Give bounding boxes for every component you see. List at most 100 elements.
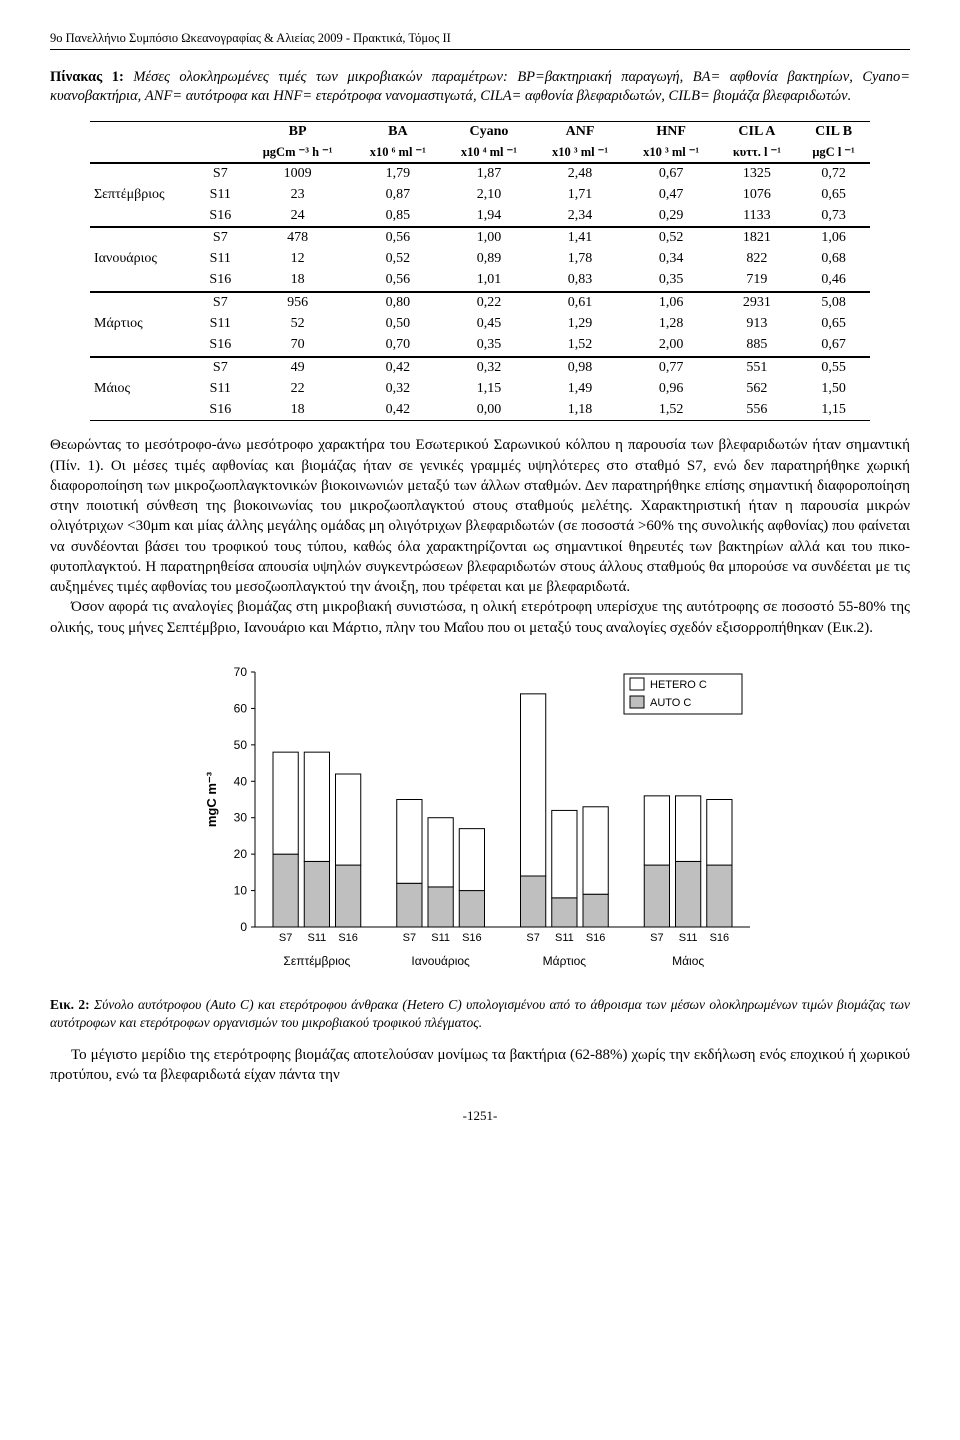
table-cell: 562 [717,379,797,400]
table-cell: 0,56 [352,227,443,249]
table-cell: 0,65 [797,314,870,335]
paragraph-2: Όσον αφορά τις αναλογίες βιομάζας στη μι… [50,597,910,638]
table-cell: S11 [198,314,243,335]
figure-2-chart: 010203040506070mgC m⁻³S7S11S16Σεπτέμβριο… [200,662,760,988]
table-cell: S16 [198,270,243,292]
svg-text:0: 0 [240,920,247,934]
svg-text:S7: S7 [526,932,539,944]
table-cell: 18 [243,400,352,421]
table-cell: 1,52 [535,335,626,357]
table-header: BA [352,122,443,143]
table-cell: 551 [717,357,797,379]
table-header: CIL B [797,122,870,143]
table-cell: 0,89 [443,249,534,270]
table-month-cell [90,357,198,379]
table-cell: S11 [198,379,243,400]
figure-caption-text: Σύνολο αυτότροφου (Auto C) και ετερότροφ… [50,997,910,1030]
table-cell: 1,29 [535,314,626,335]
table-row: ΜάιοςS11220,321,151,490,965621,50 [90,379,870,400]
table-cell: 0,96 [626,379,717,400]
table-cell: 1009 [243,163,352,185]
table-cell: 2,10 [443,185,534,206]
table-subheader: x10 ³ ml ⁻¹ [626,143,717,163]
table-row: ΜάρτιοςS11520,500,451,291,289130,65 [90,314,870,335]
table-cell: S7 [198,357,243,379]
running-header: 9ο Πανελλήνιο Συμπόσιο Ωκεανογραφίας & Α… [50,30,910,50]
table-cell: 1,49 [535,379,626,400]
table-cell: 0,72 [797,163,870,185]
svg-text:40: 40 [234,774,248,788]
figure-caption: Εικ. 2: Σύνολο αυτότροφου (Auto C) και ε… [50,996,910,1032]
table-header: BP [243,122,352,143]
table-subheader: x10 ⁴ ml ⁻¹ [443,143,534,163]
table-caption-label: Πίνακας 1: [50,69,124,85]
table-cell: 0,61 [535,292,626,314]
table-cell: 2,34 [535,206,626,228]
data-table: BPBACyanoANFHNFCIL ACIL B μgCm ⁻³ h ⁻¹x1… [90,121,870,421]
table-cell: 0,52 [352,249,443,270]
table-cell: 1,50 [797,379,870,400]
table-header [198,122,243,143]
table-header: ANF [535,122,626,143]
table-cell: 0,70 [352,335,443,357]
table-row: ΙανουάριοςS11120,520,891,780,348220,68 [90,249,870,270]
table-month-cell [90,400,198,421]
table-cell: 2,00 [626,335,717,357]
table-cell: S7 [198,292,243,314]
table-cell: 0,67 [797,335,870,357]
svg-text:Μάιος: Μάιος [672,954,704,968]
svg-text:Ιανουάριος: Ιανουάριος [411,954,470,968]
table-cell: S7 [198,163,243,185]
table-row: S16240,851,942,340,2911330,73 [90,206,870,228]
table-cell: S16 [198,335,243,357]
table-cell: 0,29 [626,206,717,228]
svg-text:S16: S16 [462,932,482,944]
svg-text:50: 50 [234,738,248,752]
table-cell: 0,42 [352,400,443,421]
table-subheader: κυττ. l ⁻¹ [717,143,797,163]
table-cell: 478 [243,227,352,249]
table-cell: 5,08 [797,292,870,314]
figure-caption-label: Εικ. 2: [50,997,90,1012]
svg-text:S16: S16 [338,932,358,944]
table-cell: 1,28 [626,314,717,335]
table-cell: S11 [198,185,243,206]
table-month-cell [90,292,198,314]
table-row: S79560,800,220,611,0629315,08 [90,292,870,314]
svg-text:S11: S11 [307,932,326,944]
table-subheader: μgC l ⁻¹ [797,143,870,163]
table-cell: 0,32 [352,379,443,400]
svg-text:10: 10 [234,884,248,898]
svg-text:60: 60 [234,701,248,715]
table-month-cell: Σεπτέμβριος [90,185,198,206]
table-cell: 23 [243,185,352,206]
table-cell: 0,35 [443,335,534,357]
table-month-cell: Μάρτιος [90,314,198,335]
table-row: S74780,561,001,410,5218211,06 [90,227,870,249]
table-cell: 1,00 [443,227,534,249]
table-cell: 885 [717,335,797,357]
table-cell: 1,01 [443,270,534,292]
table-cell: 49 [243,357,352,379]
table-cell: 1,15 [443,379,534,400]
paragraph-3: Το μέγιστο μερίδιο της ετερότροφης βιομά… [50,1045,910,1086]
table-header: HNF [626,122,717,143]
table-cell: 24 [243,206,352,228]
table-cell: 556 [717,400,797,421]
table-cell: 0,56 [352,270,443,292]
table-cell: 1,06 [797,227,870,249]
table-cell: 0,42 [352,357,443,379]
table-cell: 0,68 [797,249,870,270]
table-cell: 0,52 [626,227,717,249]
table-month-cell [90,227,198,249]
table-row: S710091,791,872,480,6713250,72 [90,163,870,185]
table-cell: 0,85 [352,206,443,228]
table-cell: 1821 [717,227,797,249]
table-caption: Πίνακας 1: Μέσες ολοκληρωμένες τιμές των… [50,68,910,107]
svg-text:30: 30 [234,811,248,825]
table-header [90,122,198,143]
table-cell: 1,78 [535,249,626,270]
table-subheader [198,143,243,163]
table-cell: 0,98 [535,357,626,379]
svg-text:mgC m⁻³: mgC m⁻³ [204,771,219,827]
